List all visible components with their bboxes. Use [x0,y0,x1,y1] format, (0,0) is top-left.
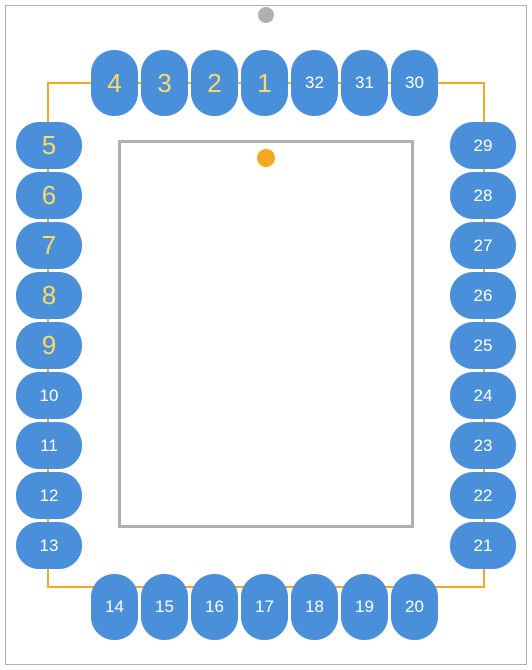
pin-22: 22 [450,472,516,519]
pin-label: 27 [474,236,493,256]
pin-30: 30 [391,50,438,116]
pin-25: 25 [450,322,516,369]
pin-3: 3 [141,50,188,116]
pin-label: 28 [474,186,493,206]
pin-8: 8 [16,272,82,319]
pin-label: 15 [155,597,174,617]
pin-label: 23 [474,436,493,456]
pin-label: 19 [355,597,374,617]
pin-29: 29 [450,122,516,169]
pin-11: 11 [16,422,82,469]
pin-label: 13 [40,536,59,556]
pin-label: 11 [40,436,58,456]
pin-31: 31 [341,50,388,116]
pin-label: 9 [42,330,56,361]
pin-7: 7 [16,222,82,269]
pin-label: 29 [474,136,493,156]
pin-label: 32 [305,73,324,93]
pin-17: 17 [241,574,288,640]
pin-label: 7 [42,230,56,261]
pin-label: 30 [405,73,424,93]
pin-label: 5 [42,130,56,161]
pin-9: 9 [16,322,82,369]
pin-label: 14 [105,597,124,617]
pin-label: 22 [474,486,493,506]
pin-5: 5 [16,122,82,169]
pin-23: 23 [450,422,516,469]
pin-19: 19 [341,574,388,640]
pin-label: 2 [207,68,221,99]
pin1-marker-top [258,7,274,23]
pin-14: 14 [91,574,138,640]
pin-label: 20 [405,597,424,617]
pin-label: 10 [40,386,59,406]
package-body [118,140,414,528]
pin-label: 6 [42,180,56,211]
pin-label: 17 [255,597,274,617]
pin-15: 15 [141,574,188,640]
pin-27: 27 [450,222,516,269]
pin-label: 12 [40,486,59,506]
pin-label: 21 [474,536,493,556]
pin-13: 13 [16,522,82,569]
pin-26: 26 [450,272,516,319]
pin-1: 1 [241,50,288,116]
pin-28: 28 [450,172,516,219]
pin-4: 4 [91,50,138,116]
pin-12: 12 [16,472,82,519]
pin-2: 2 [191,50,238,116]
pin-label: 1 [257,68,271,99]
pin-label: 8 [42,280,56,311]
pin-label: 24 [474,386,493,406]
pin-label: 25 [474,336,493,356]
pin-label: 16 [205,597,224,617]
pin-label: 31 [355,73,374,93]
pin-label: 3 [157,68,171,99]
pin-21: 21 [450,522,516,569]
pin-label: 18 [305,597,324,617]
pin-label: 4 [107,68,121,99]
pin-18: 18 [291,574,338,640]
pin-24: 24 [450,372,516,419]
pin-label: 26 [474,286,493,306]
pin-6: 6 [16,172,82,219]
pin-20: 20 [391,574,438,640]
pin1-marker-inner [257,149,275,167]
pin-32: 32 [291,50,338,116]
pin-10: 10 [16,372,82,419]
pin-16: 16 [191,574,238,640]
